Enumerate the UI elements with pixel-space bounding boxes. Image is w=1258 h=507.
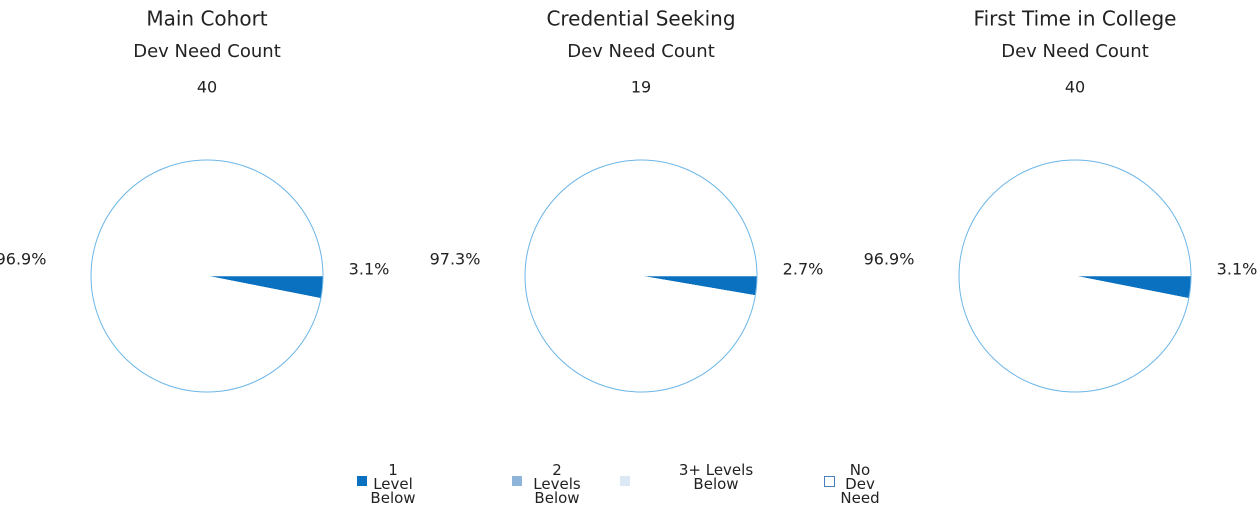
legend-label: No Dev Need — [840, 461, 880, 507]
slice-label: 3.1% — [349, 260, 390, 279]
chart-subtitle: Dev Need Count — [133, 41, 281, 62]
legend-label: 2 Levels Below — [533, 461, 581, 507]
pie-outline — [958, 159, 1192, 393]
legend-label: 1 Level Below — [370, 461, 416, 507]
slice-label: 96.9% — [864, 250, 915, 269]
pie-outline — [90, 159, 324, 393]
total-count: 40 — [1065, 78, 1085, 97]
pie-outline — [524, 159, 758, 393]
chart-title: Credential Seeking — [546, 7, 735, 31]
slice-label: 96.9% — [0, 250, 46, 269]
slice-label: 2.7% — [783, 260, 824, 279]
chart-subtitle: Dev Need Count — [567, 41, 715, 62]
total-count: 19 — [631, 78, 651, 97]
chart-title: First Time in College — [974, 7, 1177, 31]
slice-label: 3.1% — [1217, 260, 1258, 279]
chart-title: Main Cohort — [146, 7, 267, 31]
legend-label: 3+ Levels Below — [678, 461, 754, 493]
total-count: 40 — [197, 78, 217, 97]
legend-swatch — [357, 476, 367, 486]
chart-subtitle: Dev Need Count — [1001, 41, 1149, 62]
slice-label: 97.3% — [430, 250, 481, 269]
pie-slice — [524, 159, 757, 392]
legend-swatch — [620, 476, 630, 486]
pie-slice — [91, 160, 324, 393]
legend-swatch — [824, 476, 835, 487]
pie-slice — [959, 160, 1191, 393]
legend-swatch — [512, 476, 522, 486]
